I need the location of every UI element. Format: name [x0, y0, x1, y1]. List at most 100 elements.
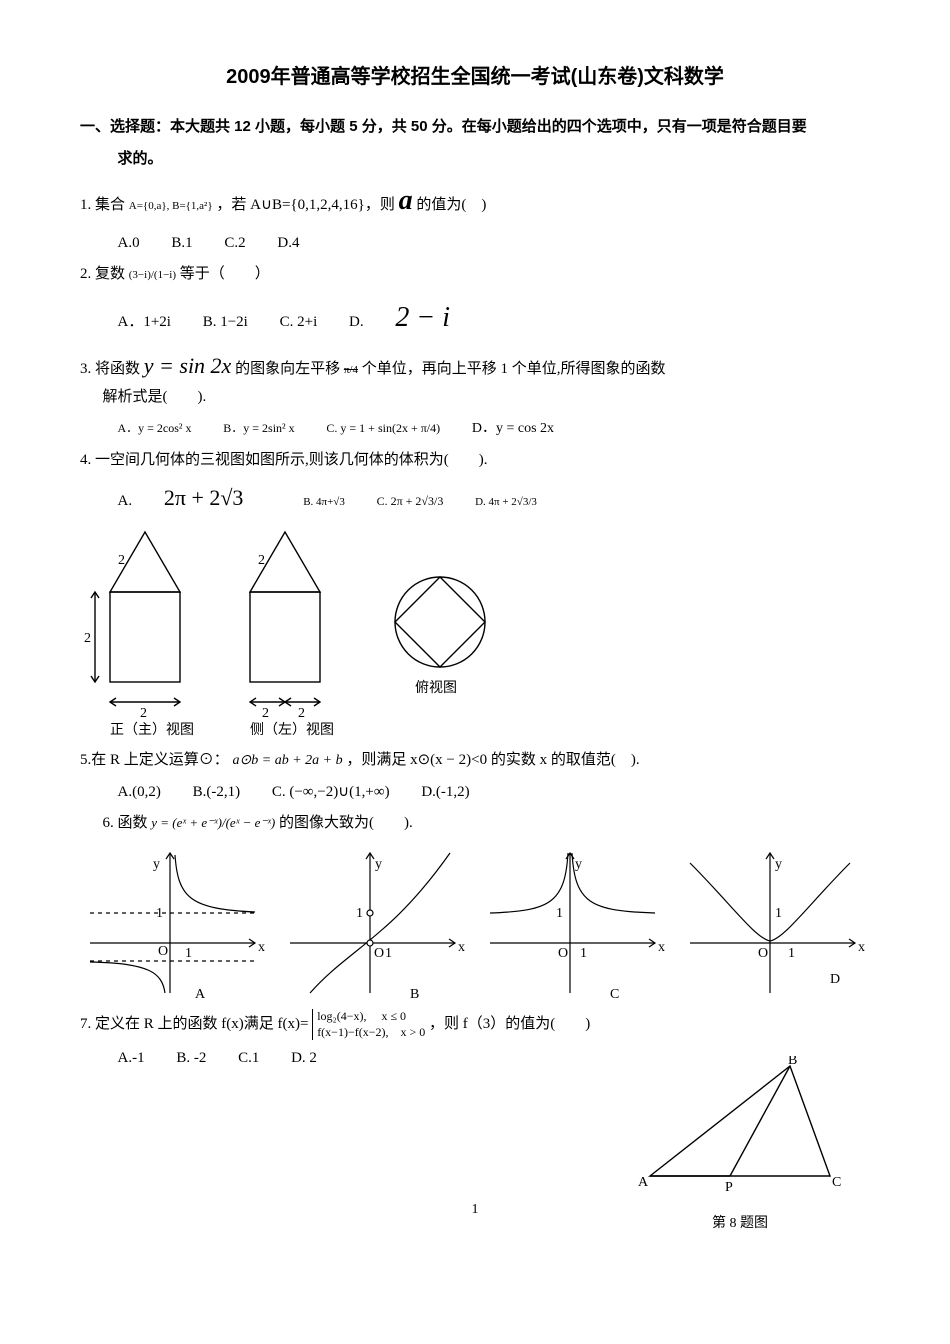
axis-x: x [658, 940, 665, 955]
vertex-a: A [638, 1175, 649, 1190]
tick-1x: 1 [788, 946, 795, 961]
q1-opt-a: A.0 [118, 231, 140, 257]
q4-caption-top: 俯视图 [415, 680, 457, 696]
q4-label-b2c: 2 [298, 706, 305, 721]
question-1: 1. 集合 A={0,a}, B={1,a²} ，若 A∪B={0,1,2,4,… [80, 177, 870, 225]
q3-opt-a: A．y = 2cos² x [118, 418, 192, 438]
q1-stem-post: 的值为( ) [416, 197, 486, 213]
q1-options: A.0 B.1 C.2 D.4 [118, 231, 871, 257]
q3-stem-mid: 的图象向左平移 [235, 361, 344, 377]
q2-stem-pre: 2. 复数 [80, 266, 125, 282]
question-2: 2. 复数 (3−i)/(1−i) 等于（ ） [80, 262, 870, 288]
tick-1y: 1 [356, 906, 363, 921]
q5-opt-c: C. (−∞,−2)∪(1,+∞) [272, 780, 390, 806]
vertex-b: B [788, 1056, 797, 1068]
q3-stem-pre: 3. 将函数 [80, 361, 140, 377]
q7-opt-b: B. -2 [176, 1046, 206, 1072]
q2-opt-b: B. 1−2i [203, 310, 248, 336]
q4-options: A. 2π + 2√3 B. 4π+√3 C. 2π + 2√3/3 D. 4π… [118, 479, 871, 516]
q4-label-b2a: 2 [140, 706, 147, 721]
q6-stem-post: 的图像大致为( ). [279, 815, 413, 831]
q3-options: A．y = 2cos² x B．y = 2sin² x C. y = 1 + s… [118, 416, 871, 442]
section1-heading-cont: 求的。 [80, 146, 870, 172]
q4-a-prefix: A. [118, 489, 133, 515]
axis-x: x [258, 940, 265, 955]
q6-stem-pre: 6. 函数 [103, 815, 148, 831]
q4-opt-b: B. 4π+√3 [303, 493, 345, 512]
q5-options: A.(0,2) B.(-2,1) C. (−∞,−2)∪(1,+∞) D.(-1… [118, 780, 871, 806]
q4-label-h2: 2 [84, 631, 91, 646]
q4-caption-side: 侧（左）视图 [250, 722, 334, 738]
q2-d-math: 2 − i [395, 294, 450, 342]
tick-1x: 1 [580, 946, 587, 961]
q4-label-2l: 2 [118, 553, 125, 568]
axis-y: y [375, 857, 382, 872]
q5-opt-b: B.(-2,1) [193, 780, 241, 806]
tick-1x: 1 [185, 946, 192, 961]
q8-figure: A B C P 第 8 题图 [630, 1056, 850, 1235]
q2-fraction: (3−i)/(1−i) [129, 269, 176, 281]
q4-three-views: 2 2 2 正（主）视图 2 2 2 侧（左）视图 俯视图 [80, 522, 870, 742]
q7-opt-a: A.-1 [118, 1046, 145, 1072]
section1-heading: 一、选择题：本大题共 12 小题，每小题 5 分，共 50 分。在每小题给出的四… [80, 114, 870, 140]
q4-opt-a: A. 2π + 2√3 [118, 479, 272, 516]
q7-opt-d: D. 2 [291, 1046, 317, 1072]
q1-stem-pre: 1. 集合 [80, 197, 125, 213]
q3-stem-post: 个单位，再向上平移 1 个单位,所得图象的函数 [362, 361, 666, 377]
origin: O [558, 946, 568, 961]
q2-opt-c: C. 2+i [280, 310, 318, 336]
q1-opt-b: B.1 [171, 231, 192, 257]
q4-top-view: 俯视图 [360, 552, 520, 712]
q6-graph-a: y x O 1 1 A [80, 843, 270, 1003]
q1-opt-d: D.4 [277, 231, 299, 257]
q4-opt-d: D. 4π + 2√3/3 [475, 493, 537, 512]
q7-stem-pre: 7. 定义在 R 上的函数 f(x)满足 f(x)= [80, 1016, 312, 1032]
axis-x: x [858, 940, 865, 955]
q3-opt-c: C. y = 1 + sin(2x + π/4) [326, 418, 440, 438]
origin: O [374, 946, 384, 961]
q6-graphs: y x O 1 1 A y x O 1 1 B y x O 1 1 [80, 843, 870, 1003]
origin: O [758, 946, 768, 961]
question-4: 4. 一空间几何体的三视图如图所示,则该几何体的体积为( ). [80, 448, 870, 474]
q4-label-b2b: 2 [262, 706, 269, 721]
axis-y: y [575, 857, 582, 872]
q8-caption: 第 8 题图 [630, 1212, 850, 1236]
q6-graph-c: y x O 1 1 C [480, 843, 670, 1003]
q5-opt-a: A.(0,2) [118, 780, 161, 806]
tick-1y: 1 [156, 906, 163, 921]
q4-opt-c: C. 2π + 2√3/3 [377, 491, 444, 511]
q7-piece1: log₂(4−x), x ≤ 0 [317, 1009, 425, 1025]
q2-opt-d: D. 2 − i [349, 294, 478, 342]
axis-y: y [775, 857, 782, 872]
q4-a-math: 2π + 2√3 [164, 479, 244, 516]
q3-func: y = sin 2x [144, 353, 232, 378]
tick-1y: 1 [775, 906, 782, 921]
exam-title: 2009年普通高等学校招生全国统一考试(山东卷)文科数学 [80, 60, 870, 94]
q7-piece2: f(x−1)−f(x−2), x > 0 [317, 1025, 425, 1041]
axis-x: x [458, 940, 465, 955]
q7-opt-c: C.1 [238, 1046, 259, 1072]
q2-d-prefix: D. [349, 310, 364, 336]
q3-shift: π/4 [344, 364, 358, 376]
q5-def: a⊙b = ab + 2a + b [233, 753, 343, 768]
q4-label-2r: 2 [258, 553, 265, 568]
question-5: 5.在 R 上定义运算⊙： a⊙b = ab + 2a + b ，则满足 x⊙(… [80, 748, 870, 774]
q2-opt-a: A．1+2i [118, 310, 171, 336]
q6-graph-b: y x O 1 1 B [280, 843, 470, 1003]
q3-line2: 解析式是( ). [80, 385, 870, 411]
q6-label-d: D [830, 972, 840, 987]
q6-graph-d: y x O 1 1 D [680, 843, 870, 1003]
question-7: 7. 定义在 R 上的函数 f(x)满足 f(x)= log₂(4−x), x … [80, 1009, 870, 1040]
tick-1y: 1 [556, 906, 563, 921]
q5-stem-mid: ，则满足 x⊙(x − 2)<0 的实数 x 的取值范( ). [346, 752, 639, 768]
q4-caption-front: 正（主）视图 [110, 722, 194, 738]
q3-opt-b: B．y = 2sin² x [223, 418, 294, 438]
q2-stem-post: 等于（ ） [180, 266, 270, 282]
q7-stem-post: ，则 f（3）的值为( ) [429, 1016, 590, 1032]
q2-options: A．1+2i B. 1−2i C. 2+i D. 2 − i [118, 294, 871, 342]
q1-var-a: a [399, 185, 413, 216]
q4-side-view: 2 2 2 侧（左）视图 [220, 522, 350, 742]
q3-opt-d: D．y = cos 2x [472, 417, 554, 441]
q1-sets: A={0,a}, B={1,a²} [129, 200, 213, 212]
q4-front-view: 2 2 2 正（主）视图 [80, 522, 210, 742]
